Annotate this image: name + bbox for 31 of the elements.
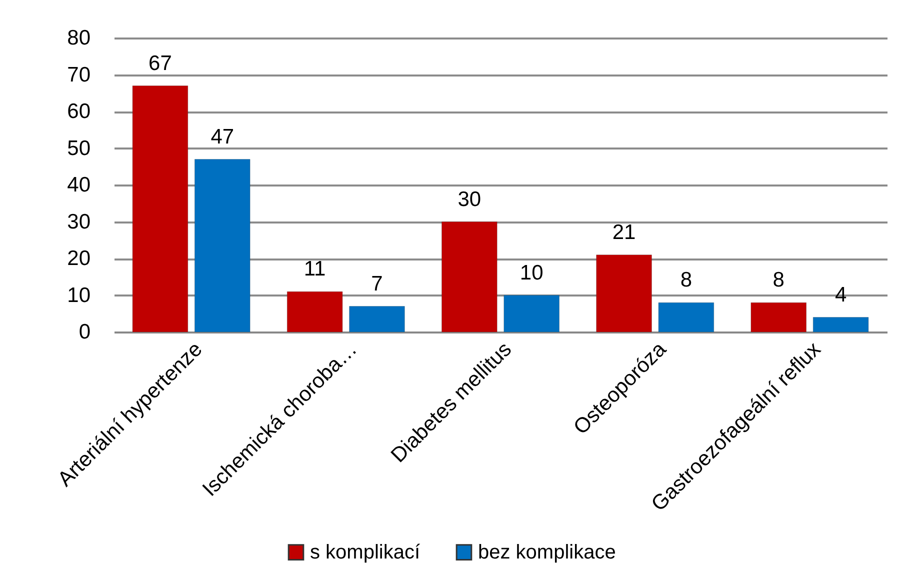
bar [504,295,560,332]
y-tick-label: 80 [67,26,90,50]
y-tick-label: 10 [67,284,90,307]
data-label: 4 [834,283,847,306]
data-label: 8 [772,268,784,292]
bar [658,302,714,332]
data-label: 7 [371,272,383,296]
legend-label: bez komplikace [478,541,616,564]
bar [286,291,343,332]
y-tick-label: 60 [67,100,90,123]
data-label: 10 [520,261,544,284]
legend-label: s komplikací [310,541,420,564]
y-tick-label: 50 [67,136,90,160]
data-label: 30 [458,188,482,211]
y-tick-label: 30 [67,210,90,234]
y-tick-label: 70 [67,63,90,86]
bar [349,306,405,332]
bar [132,86,188,332]
y-tick-label: 0 [78,320,90,344]
data-label: 67 [148,52,172,75]
bar [194,159,250,332]
bar [596,254,652,332]
bar [442,222,498,332]
data-label: 47 [210,125,234,148]
data-label: 21 [612,220,636,244]
y-tick-label: 40 [67,174,90,196]
data-label: 11 [304,258,326,281]
data-label: 8 [680,268,692,292]
bar [812,317,869,332]
y-tick-label: 20 [67,247,90,270]
bar [750,302,807,332]
